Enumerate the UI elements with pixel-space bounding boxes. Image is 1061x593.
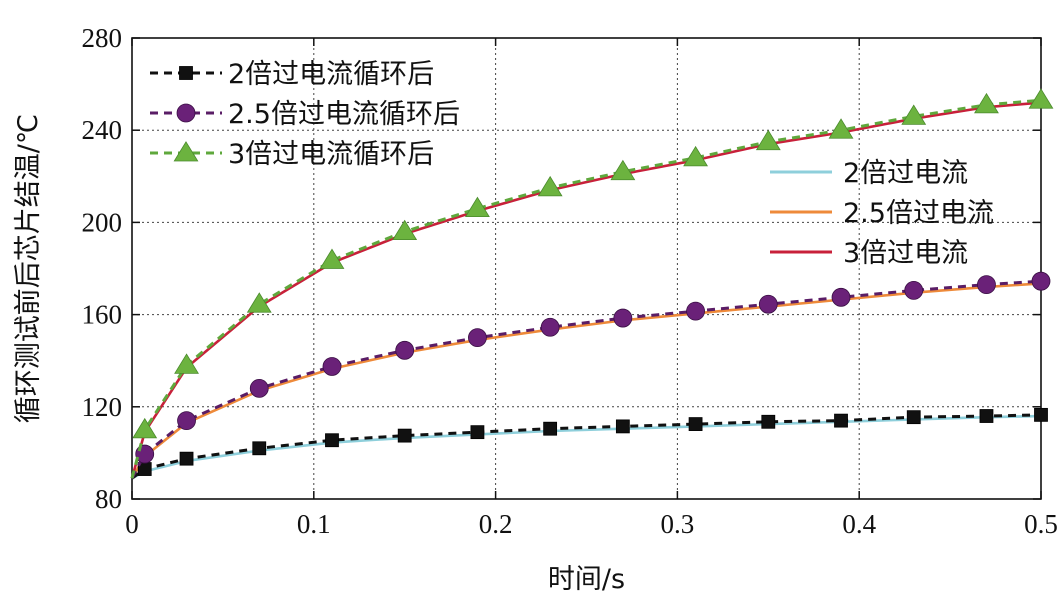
- data-point: [904, 280, 924, 300]
- data-point: [688, 417, 703, 431]
- data-point: [246, 292, 272, 313]
- x-tick-label: 0: [125, 509, 139, 539]
- data-point: [397, 428, 412, 443]
- data-point: [974, 92, 999, 114]
- legend-marker-1: [176, 103, 196, 123]
- data-point: [322, 357, 342, 376]
- data-point: [543, 421, 558, 436]
- data-point: [132, 417, 158, 439]
- data-point: [319, 248, 345, 269]
- data-point: [392, 219, 418, 241]
- data-point: [540, 317, 560, 337]
- data-point: [464, 196, 490, 218]
- data-point: [615, 419, 630, 434]
- y-tick-label: 280: [82, 23, 123, 53]
- y-tick-label: 240: [82, 115, 123, 145]
- series-layer: [130, 88, 1054, 480]
- y-axis-title: 循环测试前后芯片结温/℃: [13, 114, 44, 423]
- plot-frame: [131, 37, 1042, 500]
- data-point: [686, 301, 705, 321]
- y-tick-label: 200: [82, 207, 123, 237]
- legend-label-1: 2.5倍过电流循环后: [228, 99, 460, 130]
- data-point: [177, 411, 196, 431]
- data-point: [610, 159, 636, 181]
- legend-label-4: 2.5倍过电流: [843, 198, 994, 229]
- x-tick-label: 0.5: [1024, 509, 1058, 539]
- grid: [132, 38, 1041, 499]
- legend-label-0: 2倍过电流循环后: [228, 59, 434, 90]
- x-tick-label: 0.4: [842, 509, 876, 539]
- legend-label-3: 2倍过电流: [843, 158, 968, 189]
- data-point: [470, 425, 485, 440]
- data-point: [249, 378, 269, 398]
- y-tick-label: 80: [95, 484, 122, 514]
- data-point: [1031, 271, 1051, 291]
- data-point: [252, 441, 267, 456]
- data-point: [758, 294, 778, 314]
- data-point: [761, 414, 776, 429]
- data-point: [174, 353, 199, 374]
- data-point: [1034, 407, 1048, 422]
- ticks: 0 0.1 0.2 0.3 0.4 0.5 80 120 160 200 240 280: [82, 23, 1058, 539]
- legend-marker-2: [173, 141, 199, 162]
- x-tick-label: 0.2: [479, 509, 513, 539]
- data-point: [613, 308, 633, 328]
- data-point: [468, 328, 487, 348]
- series-0: [131, 407, 1048, 480]
- data-point: [834, 413, 848, 428]
- data-point: [977, 275, 996, 295]
- series-line-1: [130, 279, 1042, 479]
- y-tick-label: 160: [82, 300, 123, 330]
- series-2: [130, 88, 1054, 479]
- legend-label-5: 3倍过电流: [843, 238, 968, 269]
- legend-marker-0: [179, 66, 193, 80]
- x-axis-title: 时间/s: [548, 564, 625, 593]
- data-point: [906, 410, 921, 425]
- y-tick-label: 120: [82, 392, 123, 422]
- data-point: [325, 433, 339, 448]
- data-point: [831, 287, 851, 307]
- data-point: [179, 451, 194, 466]
- data-point: [395, 340, 415, 360]
- data-point: [537, 175, 563, 197]
- legend: 2倍过电流循环后 2.5倍过电流循环后 3倍过电流循环后 2倍过电流 2.5倍过电流 3倍…: [150, 59, 994, 269]
- data-point: [135, 444, 155, 464]
- data-point: [979, 409, 994, 423]
- x-tick-label: 0.3: [661, 509, 695, 539]
- x-tick-label: 0.1: [297, 509, 331, 539]
- data-point: [901, 104, 927, 125]
- data-point: [1028, 88, 1054, 109]
- data-point: [828, 118, 854, 139]
- series-1: [130, 271, 1051, 479]
- data-point: [755, 129, 781, 151]
- legend-label-2: 3倍过电流循环后: [228, 139, 434, 170]
- data-point: [683, 145, 709, 167]
